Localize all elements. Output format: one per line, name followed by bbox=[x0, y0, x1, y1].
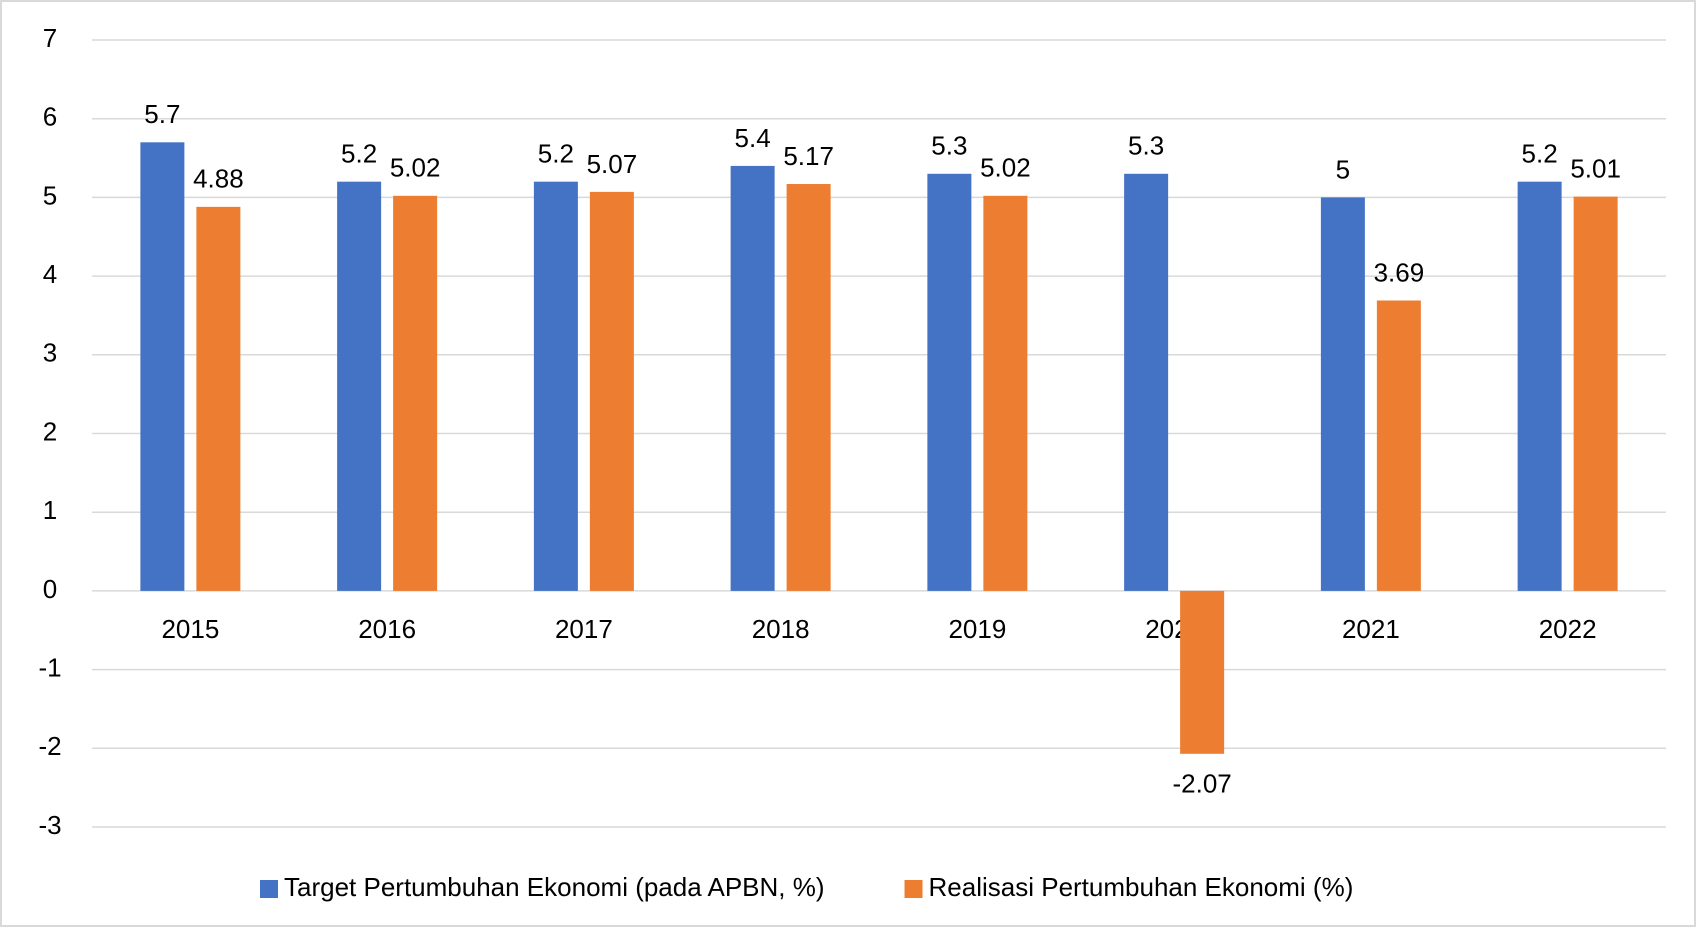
y-tick-label: 7 bbox=[43, 23, 57, 53]
y-tick-label: 2 bbox=[43, 416, 57, 446]
bar bbox=[1124, 173, 1169, 591]
data-label: 5.02 bbox=[980, 153, 1031, 183]
x-tick-label: 2018 bbox=[752, 614, 810, 644]
data-label: 5.01 bbox=[1570, 153, 1621, 183]
y-tick-label: 4 bbox=[43, 259, 57, 289]
data-label: 5.17 bbox=[783, 141, 834, 171]
bar bbox=[1517, 181, 1562, 591]
bar bbox=[1376, 300, 1421, 591]
bar bbox=[393, 195, 438, 591]
data-label: 5.02 bbox=[390, 153, 441, 183]
data-label: 5.4 bbox=[735, 123, 771, 153]
legend-label: Realisasi Pertumbuhan Ekonomi (%) bbox=[929, 872, 1354, 902]
x-tick-label: 2015 bbox=[161, 614, 219, 644]
bar bbox=[1320, 197, 1365, 591]
bar bbox=[1180, 590, 1225, 754]
data-label: 5.7 bbox=[144, 99, 180, 129]
bar bbox=[140, 142, 185, 591]
bar bbox=[337, 181, 382, 591]
x-tick-label: 2019 bbox=[948, 614, 1006, 644]
bar bbox=[730, 165, 775, 591]
data-label: 5.07 bbox=[587, 149, 638, 179]
x-tick-label: 2016 bbox=[358, 614, 416, 644]
data-label: 3.69 bbox=[1374, 257, 1425, 287]
y-tick-label: 1 bbox=[43, 495, 57, 525]
bar bbox=[1573, 196, 1618, 591]
data-label: 5.2 bbox=[341, 139, 377, 169]
legend-label: Target Pertumbuhan Ekonomi (pada APBN, %… bbox=[284, 872, 825, 902]
data-label: 5.3 bbox=[931, 131, 967, 161]
data-label: 5.2 bbox=[1522, 139, 1558, 169]
data-label: 5.2 bbox=[538, 139, 574, 169]
y-tick-label: -3 bbox=[38, 810, 61, 840]
x-tick-label: 2021 bbox=[1342, 614, 1400, 644]
y-tick-label: 3 bbox=[43, 338, 57, 368]
bar bbox=[983, 195, 1028, 591]
bar bbox=[786, 184, 831, 591]
y-tick-label: -2 bbox=[38, 731, 61, 761]
legend-swatch bbox=[904, 880, 923, 898]
x-tick-label: 2022 bbox=[1539, 614, 1597, 644]
bar bbox=[589, 191, 634, 591]
legend-swatch bbox=[260, 880, 278, 898]
bar bbox=[533, 181, 578, 591]
data-label: 5 bbox=[1336, 154, 1350, 184]
y-tick-label: 6 bbox=[43, 102, 57, 132]
data-label: -2.07 bbox=[1172, 769, 1231, 799]
y-tick-label: 0 bbox=[43, 574, 57, 604]
bar bbox=[196, 206, 241, 591]
y-tick-label: -1 bbox=[38, 652, 61, 682]
data-label: 4.88 bbox=[193, 164, 244, 194]
bar bbox=[927, 173, 972, 591]
y-tick-label: 5 bbox=[43, 180, 57, 210]
data-label: 5.3 bbox=[1128, 131, 1164, 161]
x-tick-label: 2017 bbox=[555, 614, 613, 644]
